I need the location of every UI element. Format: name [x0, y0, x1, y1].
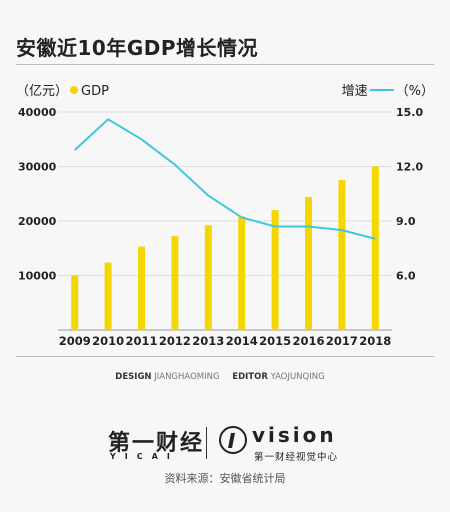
y-right-tick-label: 9.0 [396, 215, 416, 228]
x-tick-label: 2018 [359, 334, 391, 348]
y-right-tick-label: 6.0 [396, 270, 416, 283]
brand-logo: 第一财经 YICAI vision 第一财经视觉中心 [0, 423, 450, 465]
y-left-tick-label: 10000 [18, 270, 57, 283]
vision-subtitle: 第一财经视觉中心 [254, 452, 339, 463]
x-tick-label: 2016 [292, 334, 324, 348]
title-rule [16, 64, 434, 65]
gdp-legend-label: GDP [81, 84, 109, 99]
editor-label: EDITOR [232, 372, 268, 382]
y-left-tick-label: 30000 [18, 161, 57, 174]
vision-mark-icon [219, 426, 247, 454]
right-axis-unit: （%） [395, 84, 434, 99]
gdp-bar [305, 196, 312, 330]
left-axis-unit: （亿元） [16, 84, 69, 99]
y-right-tick-label: 12.0 [396, 161, 423, 174]
y-left-tick-label: 20000 [18, 215, 57, 228]
legend-left: （亿元） GDP [16, 80, 109, 99]
gdp-legend-dot [70, 86, 79, 94]
gdp-bar [104, 262, 112, 330]
x-tick-label: 2013 [192, 334, 224, 348]
growth-legend-swatch [369, 89, 394, 91]
data-source: 资料来源：安徽省统计局 [164, 472, 286, 485]
gdp-bar [204, 225, 212, 330]
x-tick-label: 2014 [226, 334, 258, 348]
gdp-bar [238, 216, 246, 330]
logo-separator [206, 427, 207, 459]
growth-legend-label: 增速 [341, 84, 368, 99]
design-name: JIANGHAOMING [154, 372, 220, 382]
yicai-logo-cn: 第一财经 [108, 431, 205, 456]
gdp-bar [171, 236, 179, 330]
yicai-logo-en: YICAI [110, 452, 179, 461]
y-left-tick-label: 40000 [18, 106, 57, 119]
x-tick-label: 2011 [125, 334, 157, 348]
x-tick-label: 2012 [159, 334, 191, 348]
x-tick-label: 2009 [59, 334, 91, 348]
x-tick-label: 2010 [92, 334, 124, 348]
legend-right: 增速 （%） [342, 80, 434, 99]
chart-title: 安徽近10年GDP增长情况 [16, 36, 259, 60]
gdp-bar [338, 180, 346, 330]
gdp-bar [371, 166, 379, 330]
x-tick-label: 2017 [326, 334, 358, 348]
gdp-bar [71, 275, 79, 330]
vision-wordmark: vision [252, 423, 337, 447]
chart-bottom-rule [16, 356, 434, 357]
credits: DESIGN JIANGHAOMING EDITOR YAOJUNQING [0, 372, 450, 382]
growth-rate-line [74, 118, 376, 240]
gdp-bar [138, 246, 145, 330]
design-label: DESIGN [115, 372, 152, 382]
editor-name: YAOJUNQING [270, 372, 325, 382]
y-right-tick-label: 15.0 [396, 106, 423, 119]
x-tick-label: 2015 [259, 334, 291, 348]
gdp-bar [271, 210, 279, 330]
